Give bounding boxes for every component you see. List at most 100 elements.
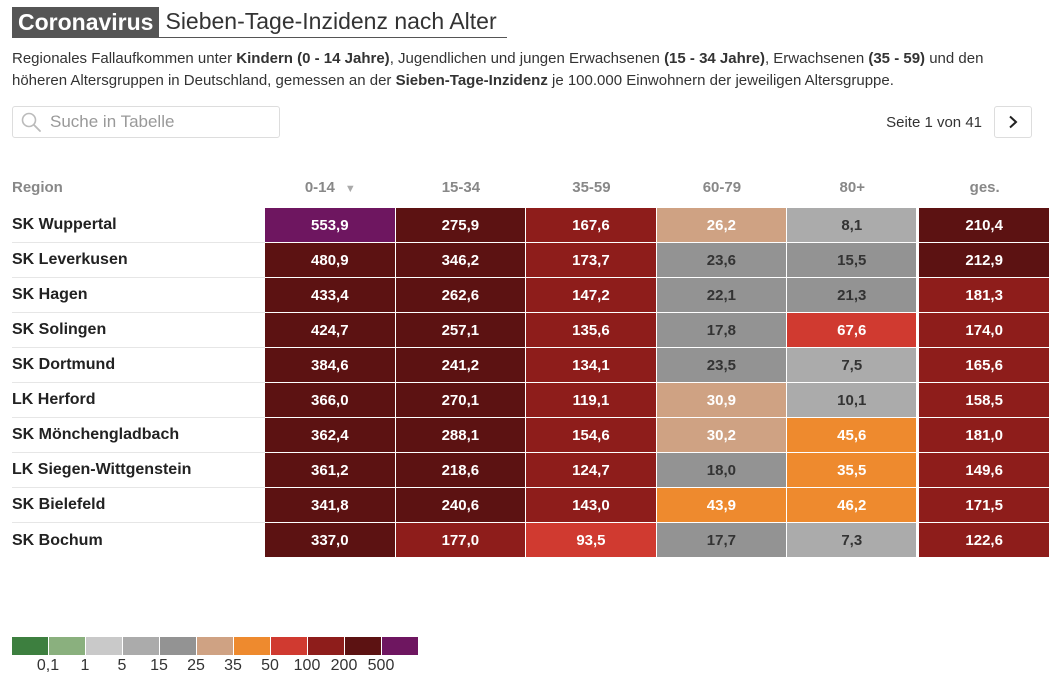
sort-descending-icon: ▼ (344, 182, 356, 195)
legend-swatch (123, 637, 160, 655)
incidence-cell: 43,9 (656, 488, 788, 523)
column-header-label: 80+ (839, 178, 865, 196)
incidence-cell: 93,5 (526, 523, 657, 558)
incidence-cell: 181,0 (919, 418, 1050, 453)
table-row: LK Siegen-Wittgenstein 361,2 218,6 124,7 18,… (12, 453, 1050, 488)
legend-swatch (12, 637, 49, 655)
region-cell: SK Hagen (12, 278, 266, 313)
legend-label: 5 (117, 657, 127, 674)
table-row: SK Hagen 433,4 262,6 147,2 22,1 21,3 181,3 (12, 278, 1050, 313)
legend-label: 50 (261, 657, 279, 674)
table-row: SK Wuppertal 553,9 275,9 167,6 26,2 8,1 210,4 (12, 208, 1050, 243)
column-header-80plus[interactable]: 80+ (787, 172, 917, 208)
column-header-label: Region (12, 178, 63, 196)
incidence-cell: 212,9 (919, 243, 1050, 278)
intro-part: und den höheren Altersgruppen in Deutsch… (12, 50, 984, 89)
incidence-cell: 134,1 (526, 348, 657, 383)
column-header-total[interactable]: ges. (919, 172, 1050, 208)
incidence-cell: 174,0 (919, 313, 1050, 348)
incidence-cell: 366,0 (265, 383, 396, 418)
incidence-cell: 341,8 (265, 488, 396, 523)
incidence-cell: 147,2 (526, 278, 657, 313)
table-row: SK Bochum 337,0 177,0 93,5 17,7 7,3 122,6 (12, 523, 1050, 558)
table-row: SK Dortmund 384,6 241,2 134,1 23,5 7,5 165,6 (12, 348, 1050, 383)
legend-swatch (382, 637, 419, 655)
incidence-cell: 241,2 (395, 348, 527, 383)
legend-label: 25 (187, 657, 205, 674)
incidence-cell: 23,5 (656, 348, 788, 383)
incidence-cell: 424,7 (265, 313, 396, 348)
column-header-35-59[interactable]: 35-59 (526, 172, 657, 208)
legend-swatch (160, 637, 197, 655)
column-header-region[interactable]: Region (12, 172, 265, 208)
legend-swatch (197, 637, 234, 655)
legend-swatch (345, 637, 382, 655)
search-box[interactable] (12, 106, 280, 138)
intro-bold: Kindern (0 - 14 Jahre) (236, 50, 390, 67)
incidence-cell: 26,2 (656, 208, 788, 243)
incidence-cell: 35,5 (787, 453, 918, 488)
incidence-cell: 337,0 (265, 523, 396, 558)
intro-part: Regionales Fallaufkommen unter (12, 50, 237, 67)
incidence-cell: 124,7 (526, 453, 657, 488)
incidence-cell: 154,6 (526, 418, 657, 453)
color-legend: 0,1 1 5 15 25 35 50 100 200 500 (12, 637, 419, 679)
incidence-cell: 8,1 (787, 208, 918, 243)
region-cell: SK Leverkusen (12, 243, 266, 278)
incidence-cell: 177,0 (395, 523, 527, 558)
column-header-0-14[interactable]: 0-14 ▼ (265, 172, 396, 208)
incidence-cell: 149,6 (919, 453, 1050, 488)
legend-color-bar (12, 637, 419, 655)
column-header-label: 35-59 (572, 178, 611, 196)
intro-part: , Jugendlichen und jungen Erwachsenen (389, 50, 665, 67)
incidence-cell: 18,0 (656, 453, 788, 488)
region-cell: LK Siegen-Wittgenstein (12, 453, 266, 488)
column-header-label: 15-34 (441, 178, 481, 196)
region-cell: SK Wuppertal (12, 208, 266, 243)
incidence-cell: 262,6 (395, 278, 527, 313)
incidence-cell: 480,9 (265, 243, 396, 278)
incidence-cell: 218,6 (395, 453, 527, 488)
chevron-right-icon (1009, 115, 1018, 129)
legend-label: 200 (330, 657, 358, 674)
incidence-cell: 240,6 (395, 488, 527, 523)
legend-swatch (86, 637, 123, 655)
incidence-cell: 7,3 (787, 523, 918, 558)
incidence-cell: 361,2 (265, 453, 396, 488)
incidence-cell: 67,6 (787, 313, 918, 348)
legend-labels: 0,1 1 5 15 25 35 50 100 200 500 (12, 655, 419, 679)
title-row: Coronavirus Sieben-Tage-Inzidenz nach Al… (12, 6, 507, 38)
incidence-cell: 384,6 (265, 348, 396, 383)
region-cell: SK Bielefeld (12, 488, 266, 523)
incidence-cell: 210,4 (919, 208, 1050, 243)
column-header-label: ges. (969, 178, 1000, 196)
incidence-cell: 433,4 (265, 278, 396, 313)
next-page-button[interactable] (994, 106, 1032, 138)
legend-label: 0,1 (36, 657, 60, 674)
incidence-cell: 158,5 (919, 383, 1050, 418)
legend-swatch (271, 637, 308, 655)
table-row: SK Solingen 424,7 257,1 135,6 17,8 67,6 174,0 (12, 313, 1050, 348)
incidence-cell: 46,2 (787, 488, 918, 523)
legend-label: 1 (80, 657, 90, 674)
region-cell: SK Bochum (12, 531, 103, 549)
column-header-15-34[interactable]: 15-34 (396, 172, 527, 208)
legend-label: 15 (150, 657, 168, 674)
pagination: Seite 1 von 41 (886, 106, 1032, 138)
table-row: SK Leverkusen 480,9 346,2 173,7 23,6 15,5 212,… (12, 243, 1050, 278)
column-header-60-79[interactable]: 60-79 (657, 172, 787, 208)
table-row: SK Bielefeld 341,8 240,6 143,0 43,9 46,2 171,5 (12, 488, 1050, 523)
incidence-cell: 17,8 (656, 313, 788, 348)
kicker-label: Coronavirus (12, 7, 160, 38)
intro-text: Regionales Fallaufkommen unter Kindern (… (12, 48, 1037, 92)
incidence-cell: 173,7 (526, 243, 657, 278)
incidence-cell: 30,9 (656, 383, 788, 418)
page-indicator: Seite 1 von 41 (886, 113, 982, 131)
legend-swatch (49, 637, 86, 655)
legend-label: 35 (224, 657, 242, 674)
incidence-cell: 119,1 (526, 383, 657, 418)
incidence-cell: 362,4 (265, 418, 396, 453)
incidence-cell: 122,6 (919, 523, 1050, 558)
search-input[interactable] (48, 111, 252, 133)
incidence-cell: 15,5 (787, 243, 918, 278)
